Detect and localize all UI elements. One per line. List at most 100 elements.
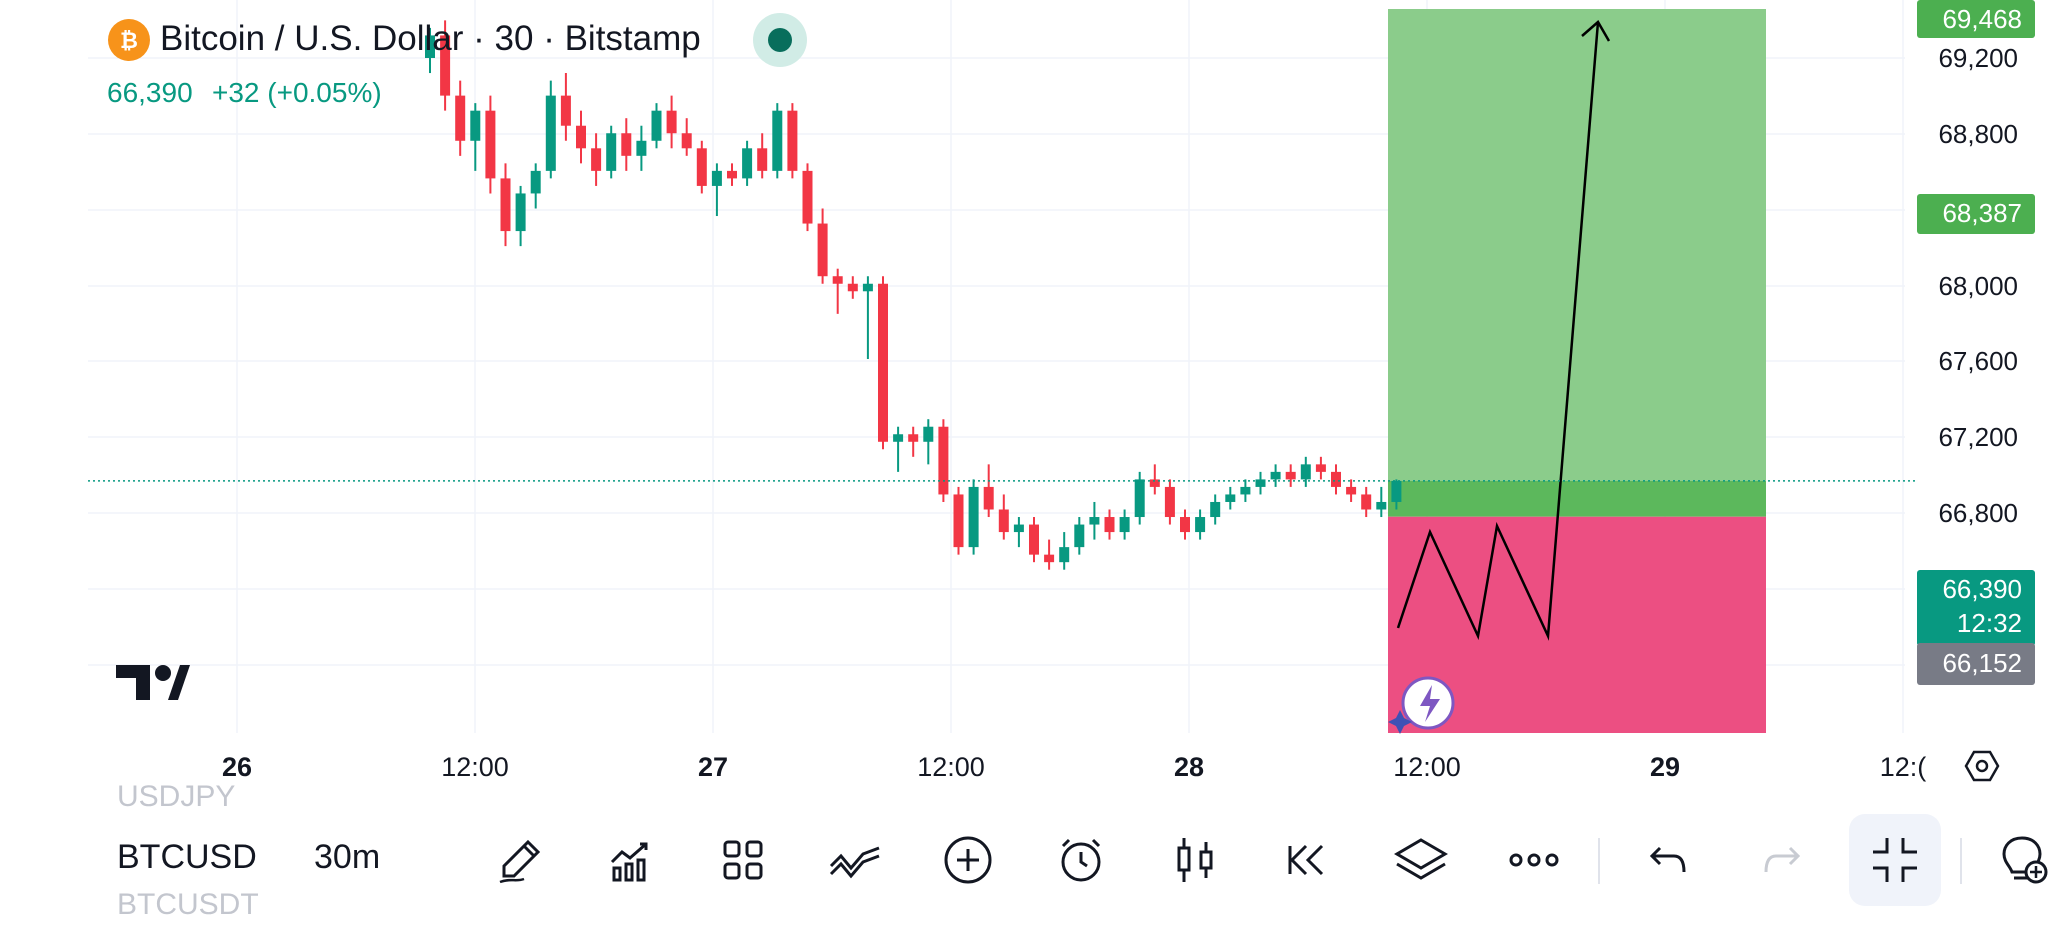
more-dots-icon — [1509, 853, 1559, 867]
redo-button[interactable] — [1750, 828, 1814, 892]
alert-button[interactable] — [1049, 828, 1113, 892]
replay-button[interactable] — [1276, 828, 1340, 892]
time-tick-label: 29 — [1650, 752, 1680, 782]
symbol-title[interactable]: Bitcoin / U.S. Dollar · 30 · Bitstamp — [160, 19, 701, 58]
candle-body — [470, 110, 481, 141]
bitcoin-logo-icon — [108, 19, 150, 61]
tradingview-logo[interactable] — [116, 665, 190, 700]
time-tick-label: 12:( — [1880, 752, 1927, 782]
projection-path[interactable] — [1396, 21, 1600, 641]
symbol-previous[interactable]: USDJPY — [117, 780, 236, 813]
candle-body — [878, 283, 888, 442]
price-tick-label: 66,800 — [1938, 498, 2018, 528]
candle-body — [1346, 486, 1357, 495]
candle-body — [1164, 486, 1175, 518]
stop-price-label: 66,152 — [1942, 648, 2022, 678]
bitcoin-logo-glyph: ₿ — [120, 28, 138, 53]
undo-icon — [1649, 846, 1686, 873]
symbol-header[interactable]: ₿ Bitcoin / U.S. Dollar · 30 · Bitstamp … — [107, 13, 807, 108]
pencil-icon — [499, 839, 541, 884]
candle-body — [1029, 524, 1039, 555]
candle-body — [908, 434, 919, 442]
lightning-badge-icon[interactable] — [1388, 676, 1455, 734]
time-tick-label: 12:00 — [1393, 752, 1461, 782]
candle-body — [1059, 547, 1070, 563]
undo-button[interactable] — [1636, 828, 1700, 892]
profit-zone[interactable] — [1388, 9, 1766, 481]
current-price-badge[interactable] — [1917, 570, 2035, 646]
more-button[interactable] — [1502, 828, 1566, 892]
candle-body — [636, 140, 647, 156]
interval-selector[interactable]: 30m — [314, 838, 381, 876]
add-button[interactable] — [936, 828, 1000, 892]
mid-price-badge[interactable] — [1917, 194, 2035, 234]
lightbulb-icon — [2002, 836, 2048, 884]
candle-body — [1300, 464, 1311, 480]
long-position-tool[interactable] — [1388, 9, 1766, 733]
plus-circle-icon — [944, 836, 992, 884]
candle-body — [998, 509, 1009, 533]
layers-icon — [1394, 838, 1448, 880]
indicators-button[interactable] — [598, 828, 662, 892]
candle-body — [1225, 494, 1236, 502]
candle-body — [923, 426, 934, 442]
candle-body — [983, 486, 994, 510]
exit-fullscreen-highlight — [1849, 814, 1941, 906]
candle-body — [1074, 524, 1085, 548]
candle-body — [1285, 471, 1296, 480]
time-axis[interactable]: 26 12:00 27 12:00 28 12:00 29 12:( — [222, 752, 1926, 782]
candle-body — [1391, 480, 1402, 502]
candle-body — [1195, 517, 1206, 533]
candle-body — [787, 110, 798, 171]
layouts-button[interactable] — [711, 828, 775, 892]
countdown-label: 12:32 — [1957, 608, 2022, 638]
projection-drawing[interactable] — [1396, 20, 1611, 641]
symbol-current[interactable]: BTCUSD — [117, 838, 257, 876]
candle-body — [1044, 554, 1055, 563]
exit-fullscreen-button[interactable] — [1863, 828, 1927, 892]
price-axis[interactable]: 69,200 68,800 68,000 67,600 67,200 66,800 69,4… — [1917, 0, 2035, 685]
candles — [425, 20, 1402, 570]
candle-body — [651, 110, 662, 141]
collapse-icon — [1873, 838, 1917, 882]
candle-body — [485, 110, 496, 179]
candle-body — [681, 133, 692, 149]
trend-tools-button[interactable] — [823, 828, 887, 892]
market-status-dot-inner — [768, 28, 792, 52]
object-tree-button[interactable] — [1389, 828, 1453, 892]
target-price-badge[interactable] — [1917, 0, 2035, 38]
candle-body — [621, 133, 632, 156]
drawing-tools-button[interactable] — [488, 828, 552, 892]
current-price-label: 66,390 — [1942, 574, 2022, 604]
chart-type-button[interactable] — [1163, 828, 1227, 892]
candle-body — [742, 148, 753, 179]
candle-body — [1180, 517, 1190, 533]
time-tick-label: 26 — [222, 752, 252, 782]
header-price: 66,390 — [107, 77, 193, 108]
ideas-button[interactable] — [1996, 828, 2048, 892]
candle-body — [500, 178, 511, 232]
price-tick-label: 68,000 — [1938, 271, 2018, 301]
indicators-chart-icon — [610, 842, 648, 882]
grid-icon — [723, 840, 763, 880]
time-tick-label: 28 — [1174, 752, 1204, 782]
axis-settings-hexagon-icon[interactable] — [1964, 750, 2000, 782]
candle-body — [1376, 501, 1387, 510]
candle-body — [545, 95, 556, 171]
header-change: +32 (+0.05%) — [212, 77, 382, 108]
candle-body — [1270, 471, 1281, 480]
candle-body — [576, 125, 586, 149]
stop-price-badge[interactable] — [1917, 643, 2035, 685]
candle-body — [455, 95, 466, 141]
candle-body — [696, 148, 707, 186]
candle-body — [1149, 479, 1160, 487]
candle-body — [425, 35, 435, 58]
candle-body — [1331, 471, 1341, 487]
bottom-toolbar — [0, 795, 2048, 925]
candle-body — [1361, 494, 1372, 510]
candle-body — [1210, 501, 1221, 518]
candle-body — [1013, 524, 1024, 533]
symbol-next[interactable]: BTCUSDT — [117, 888, 259, 921]
rewind-icon — [1288, 844, 1324, 876]
